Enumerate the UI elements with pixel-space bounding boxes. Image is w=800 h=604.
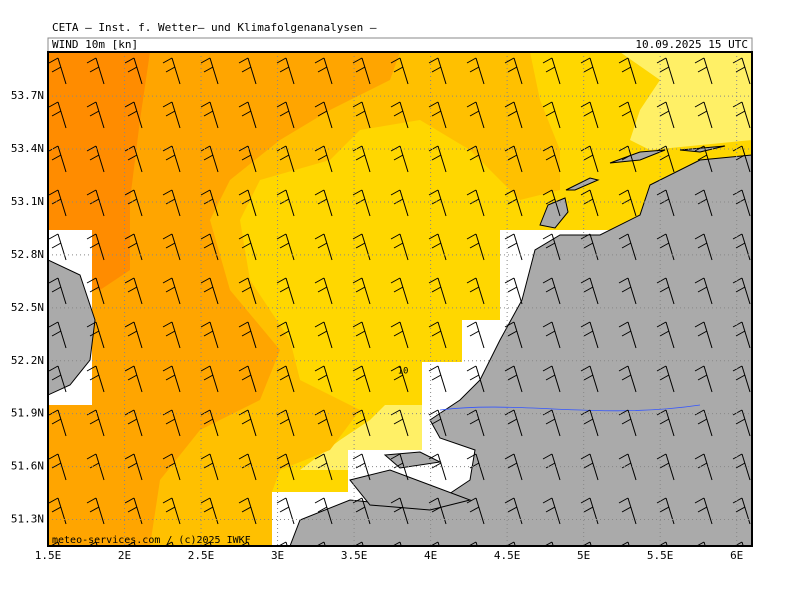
x-tick-label: 3.5E [341,549,368,562]
y-tick-label: 52.8N [11,248,44,261]
land [48,259,96,396]
land [289,154,752,546]
island [539,197,569,229]
contour-label: 10 [398,367,409,377]
grid [48,52,752,546]
x-tick-label: 4.5E [494,549,521,562]
x-tick-label: 1.5E [35,549,62,562]
x-tick-label: 5E [577,549,590,562]
y-tick-label: 52.5N [11,301,44,314]
title: CETA – Inst. f. Wetter– und Klimafolgena… [52,21,377,34]
x-tick-label: 2E [118,549,131,562]
island [565,177,600,191]
frame [47,51,753,547]
x-tick-label: 5.5E [647,549,674,562]
y-tick-label: 53.1N [11,195,44,208]
x-tick-label: 6E [730,549,743,562]
map-area [48,52,752,546]
zone [300,405,422,470]
zone [620,52,752,150]
y-tick-label: 51.3N [11,513,44,526]
credit: meteo-services.com / (c)2025 IWKF [52,535,251,546]
y-tick-label: 51.9N [11,407,44,420]
y-tick-label: 53.4N [11,142,44,155]
y-tick-label: 53.7N [11,89,44,102]
zone [48,52,150,290]
y-tick-label: 52.2N [11,354,44,367]
x-tick-label: 2.5E [188,549,215,562]
y-tick-label: 51.6N [11,460,44,473]
zone [48,52,400,546]
river [439,404,701,412]
island [349,469,472,511]
x-tick-label: 3E [271,549,284,562]
x-tick-label: 4E [424,549,437,562]
product: WIND 10m [kn] [52,38,138,51]
valid-time: 10.09.2025 15 UTC [635,38,748,51]
